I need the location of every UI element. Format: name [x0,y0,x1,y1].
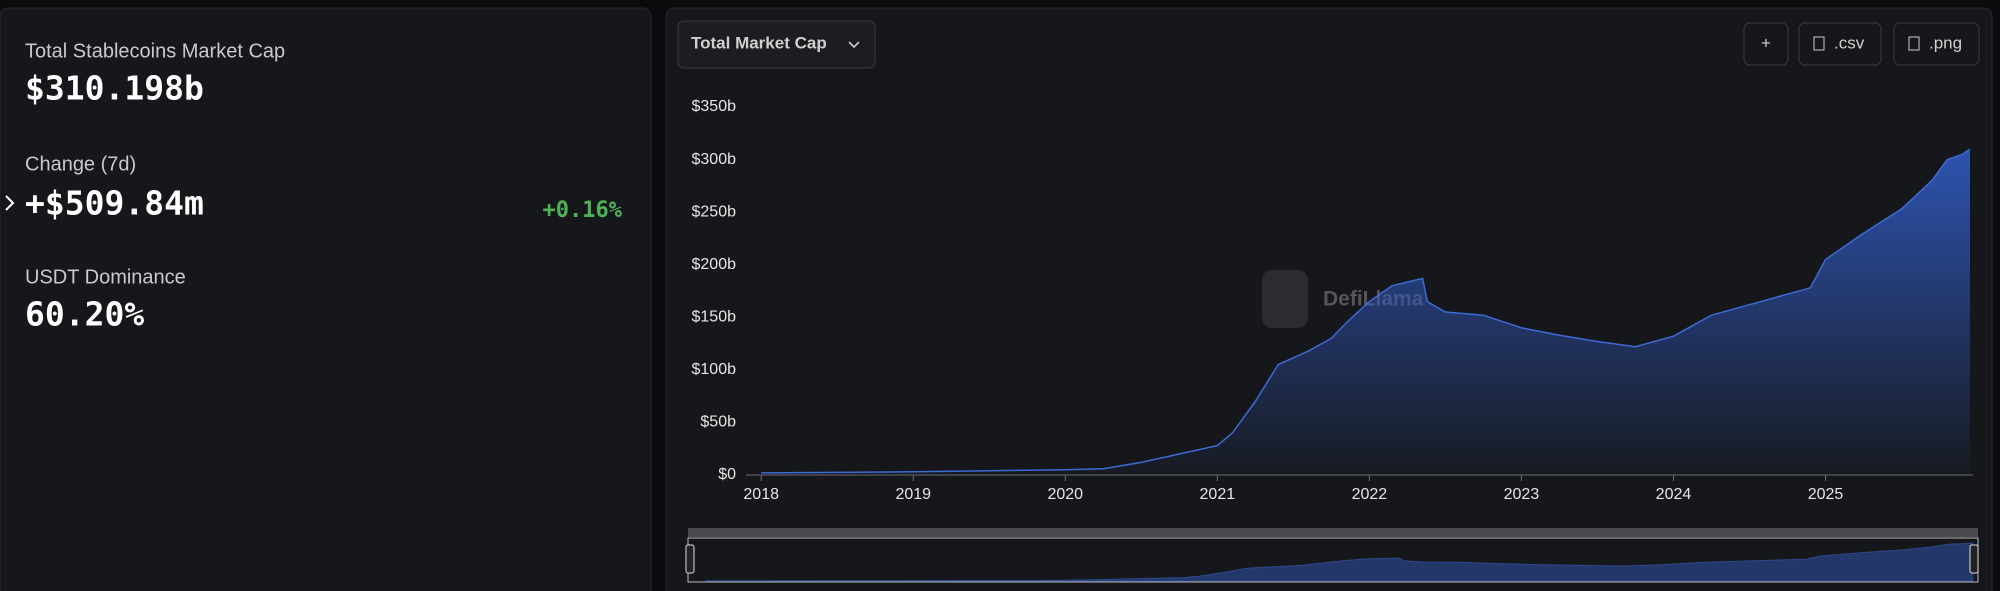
file-icon [1908,36,1920,51]
change-percent: +0.16% [543,198,623,223]
csv-button[interactable] [1798,22,1882,66]
x-tick-label: 2022 [1352,486,1388,503]
area [761,149,1971,475]
navigator-area [705,542,1974,582]
y-tick-label: $200b [692,256,737,273]
x-tick-label: 2023 [1504,486,1540,503]
summary-panel [0,7,652,591]
y-tick-label: $0 [718,466,736,483]
expand-icon[interactable] [5,195,15,211]
market-cap-value: $310.198b [25,69,204,108]
y-tick-label: $100b [692,361,737,378]
y-tick-label: $300b [692,151,737,168]
watermark-logo [1262,270,1308,328]
line [761,148,1971,474]
navigator-bar[interactable] [688,528,1978,537]
x-tick-label: 2024 [1656,486,1692,503]
x-tick-label: 2018 [743,486,779,503]
file-icon [1813,36,1825,51]
chevron [848,41,860,49]
y-tick-label: $350b [692,98,737,115]
png-button[interactable] [1893,22,1980,66]
navigator-handle[interactable] [1969,544,1979,574]
csv-label: .csv [1834,33,1865,52]
add-button[interactable] [1743,22,1789,66]
change-label: Change (7d) [25,153,136,175]
navigator-handle[interactable] [685,544,695,574]
metric-dropdown[interactable] [677,20,876,69]
x-tick-label: 2020 [1047,486,1083,503]
x-tick-label: 2019 [895,486,931,503]
png-label: .png [1929,33,1962,52]
y-tick-label: $150b [692,309,737,326]
y-tick-label: $50b [700,414,736,431]
add-label: + [1761,33,1771,52]
dominance-value: 60.20% [25,295,144,334]
change-value: +$509.84m [25,184,204,223]
market-cap-label: Total Stablecoins Market Cap [25,40,285,62]
y-tick-label: $250b [692,203,737,220]
x-tick-label: 2025 [1808,486,1844,503]
dominance-label: USDT Dominance [25,266,186,288]
metric-label: Total Market Cap [691,33,827,52]
x-tick-label: 2021 [1200,486,1236,503]
